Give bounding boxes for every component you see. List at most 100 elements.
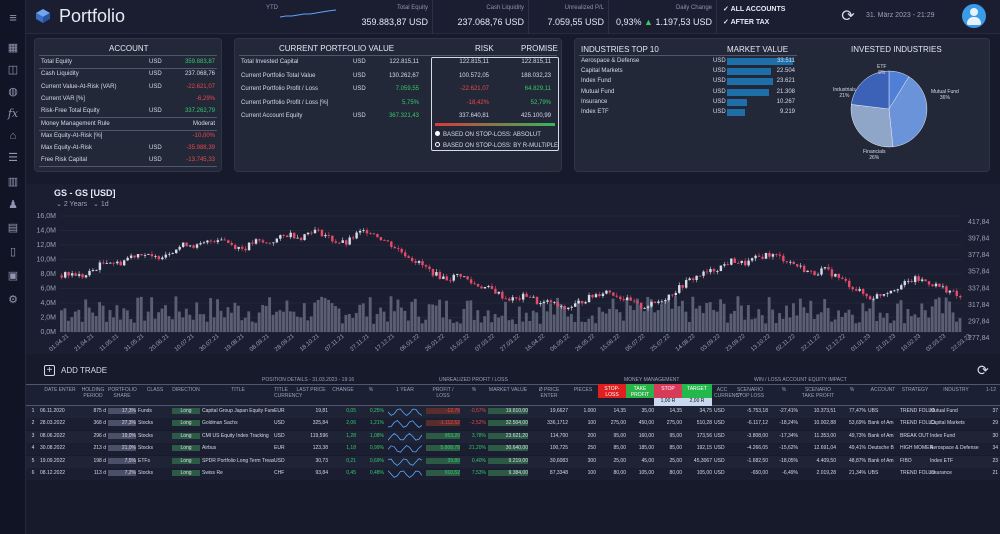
candle-body — [657, 301, 660, 303]
table-header-cell[interactable]: ACCOUNT — [870, 387, 896, 393]
table-header-cell[interactable]: PIECES — [573, 387, 593, 393]
radio-stoploss-rmultiple[interactable]: BASED ON STOP-LOSS: BY R-MULTIPLE — [435, 142, 558, 149]
candlestick-chart[interactable]: 16,0M 14,0M 12,0M 10,0M 8,0M 6,0M 4,0M 2,0M 0,0M… — [26, 184, 1000, 354]
candle-body — [938, 283, 941, 287]
candle-body — [289, 232, 292, 238]
volume-bar — [687, 321, 691, 332]
account-title: ACCOUNT — [109, 44, 149, 53]
table-cell-title[interactable]: Swiss Re — [202, 470, 223, 476]
toggle-all-accounts[interactable]: ✓ ALL ACCOUNTS — [723, 5, 785, 13]
volume-bar — [729, 313, 733, 332]
user-avatar[interactable] — [962, 4, 986, 28]
pie-slice-financials — [850, 104, 894, 148]
menu-icon[interactable]: ≡ — [9, 10, 17, 25]
candle-body — [195, 244, 199, 248]
add-trade-button[interactable]: ADD TRADE — [61, 366, 108, 375]
table-header-cell[interactable]: Ø PRICE ENTER — [538, 387, 560, 399]
toggle-after-tax[interactable]: ✓ AFTER TAX — [723, 18, 769, 26]
table-cell-pcs: 1.000 — [583, 408, 596, 414]
table-cell-title[interactable]: Capital Group Japan Equity Fund — [202, 408, 274, 414]
table-icon[interactable]: ▤ — [7, 222, 19, 234]
add-trade-icon[interactable]: + — [44, 365, 55, 376]
table-header-cell[interactable]: SCENARIO STOP LOSS — [735, 387, 765, 399]
volume-bar — [288, 311, 292, 332]
table-header-cell[interactable]: 1-12 — [985, 387, 996, 393]
table-header-cell[interactable]: % — [781, 387, 787, 393]
calculator-icon[interactable]: ▣ — [7, 270, 19, 282]
table-header-cell[interactable]: INDUSTRY — [943, 387, 969, 393]
mm-header-cell[interactable]: STOP-LOSS — [598, 384, 626, 398]
table-header-cell[interactable]: LAST PRICE — [296, 387, 326, 393]
volume-bar — [920, 303, 924, 332]
dashboard-icon[interactable]: ▦ — [7, 42, 19, 54]
table-cell-title[interactable]: Airbus — [202, 445, 217, 452]
candle-body — [830, 269, 834, 277]
table-cell-title[interactable]: CMI US Equity Index Tracking — [202, 432, 269, 439]
volume-bar — [98, 302, 102, 332]
industry-market-value-bar — [727, 58, 793, 65]
mm-target-r[interactable]: 2,00 R — [682, 398, 712, 406]
table-header-cell[interactable]: ACC CURRENCY — [714, 387, 743, 399]
table-header-cell[interactable]: SCENARIO TAKE PROFIT — [801, 387, 835, 399]
volume-bar — [816, 314, 820, 332]
volume-bar — [278, 310, 282, 332]
table-cell-avg: 30,6083 — [549, 457, 568, 464]
table-cell-title[interactable]: SPDR Portfolio Long Term Treasury — [202, 457, 274, 464]
document-icon[interactable]: ▯ — [9, 246, 17, 258]
table-header-cell[interactable]: PORTFOLIO SHARE — [108, 387, 137, 399]
candle-body — [199, 243, 202, 245]
refresh-icon[interactable]: ⟳ — [841, 8, 855, 25]
y-left-tick-label: 10,0M — [37, 257, 57, 264]
table-header-cell[interactable]: % — [368, 387, 374, 393]
chart-range-selector[interactable]: ⌄ 2 Years ⌄ 1d — [56, 200, 109, 208]
range-chevron-icon: ⌄ — [56, 201, 62, 208]
table-header-cell[interactable]: % — [849, 387, 855, 393]
table-header-cell[interactable]: DIRECTION — [172, 387, 200, 393]
candle-body — [556, 302, 560, 307]
bar-chart-icon[interactable]: ▥ — [7, 176, 19, 188]
database-icon[interactable]: ◍ — [8, 86, 18, 98]
mm-header-cell[interactable]: TAKE PROFIT — [626, 384, 654, 398]
radio-stoploss-absolut[interactable]: BASED ON STOP-LOSS: ABSOLUT — [435, 131, 541, 138]
industries-title: INDUSTRIES TOP 10 — [581, 45, 659, 54]
table-header-cell[interactable]: TITLE — [231, 387, 245, 393]
candle-body — [518, 298, 521, 300]
table-header-cell[interactable]: MARKET VALUE — [488, 387, 528, 393]
volume-bar — [379, 307, 383, 332]
settings-gear-icon[interactable]: ⚙ — [8, 294, 18, 306]
table-header-cell[interactable]: STRATEGY — [901, 387, 929, 393]
volume-bar — [115, 305, 119, 332]
volume-bar — [517, 306, 521, 332]
table-header-cell[interactable]: CLASS — [146, 387, 164, 393]
table-cell-account: UBS — [868, 408, 879, 414]
portfolio-row-value: 130.262,67 — [388, 72, 419, 79]
volume-bar — [857, 322, 861, 332]
mm-header-cell[interactable]: TARGET — [682, 384, 712, 398]
volume-bar — [393, 311, 396, 332]
table-header-cell[interactable]: PROFIT / LOSS — [432, 387, 454, 399]
table-header-cell[interactable]: CHANGE — [332, 387, 354, 393]
volume-bar — [275, 311, 278, 332]
table-header-cell[interactable]: TITLE CURRENCY — [274, 387, 302, 399]
function-icon[interactable]: fx — [7, 107, 19, 120]
list-icon[interactable]: ☰ — [8, 152, 18, 164]
volume-bar — [622, 320, 625, 332]
industry-currency: USD — [713, 98, 726, 105]
volume-bar — [382, 311, 386, 332]
table-cell-strategy: FIBO — [900, 457, 912, 464]
mm-header-cell[interactable]: STOP — [654, 384, 682, 398]
candle-body — [782, 255, 785, 262]
table-cell-chg: 1,28 — [346, 432, 356, 439]
table-refresh-icon[interactable]: ⟳ — [977, 362, 989, 378]
table-header-cell[interactable]: DATE ENTER — [44, 387, 76, 393]
users-icon[interactable]: ♟ — [8, 199, 18, 211]
table-header-cell[interactable]: % — [471, 387, 477, 393]
table-header-cell[interactable]: HOLDING PERIOD — [81, 387, 105, 399]
table-cell-title[interactable]: Goldman Sachs — [202, 420, 238, 427]
mm-stop-r[interactable]: 1,00 R — [654, 398, 682, 406]
candle-body — [379, 237, 383, 241]
table-header-cell[interactable]: 1 YEAR — [396, 387, 414, 393]
bank-icon[interactable]: ⌂ — [9, 130, 17, 142]
wallet-icon[interactable]: ◫ — [7, 64, 19, 76]
portfolio-row-currency: USD — [353, 86, 366, 92]
